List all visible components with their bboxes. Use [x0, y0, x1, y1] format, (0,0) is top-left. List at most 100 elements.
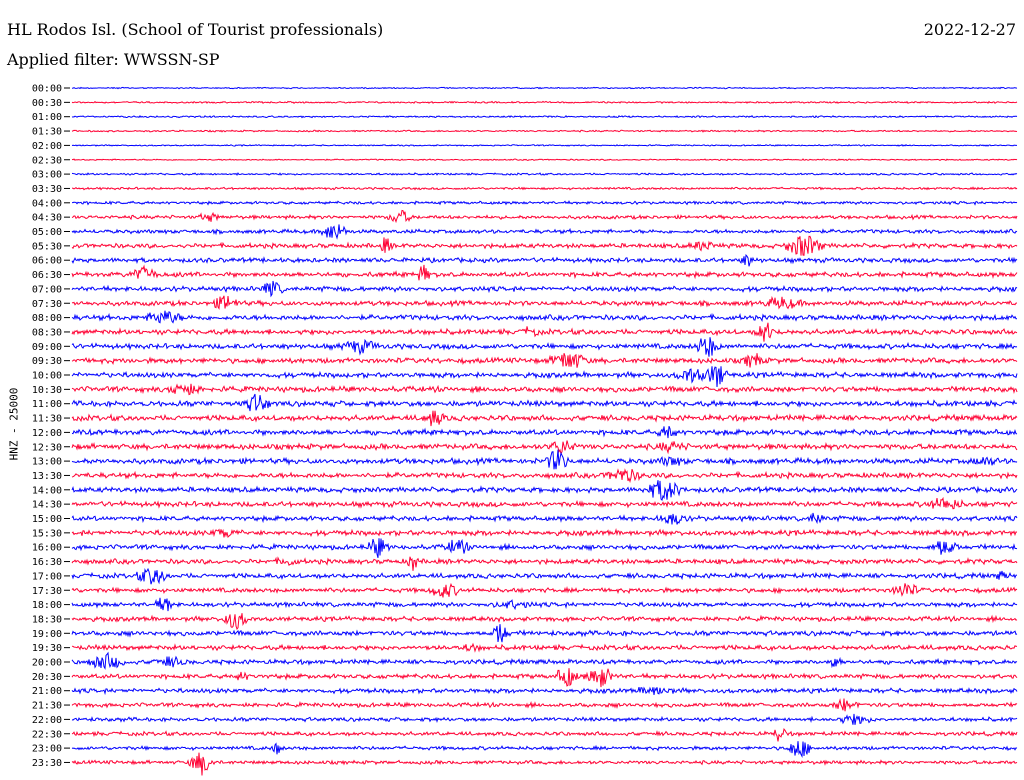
- row-tick-label: 12:00: [32, 428, 62, 439]
- seismic-trace: [71, 353, 1018, 368]
- row-tick-label: 17:00: [32, 571, 62, 582]
- row-tick-label: 19:00: [32, 629, 62, 640]
- row-ticks-group: 00:00 00:30 01:00 01:30 02:00 02:30 03:00 03:30…: [32, 84, 70, 769]
- seismic-trace: [71, 86, 1018, 90]
- row-tick-label: 16:30: [32, 557, 62, 568]
- seismic-trace: [71, 480, 1018, 501]
- row-tick-label: 14:30: [32, 500, 62, 511]
- row-tick-label: 10:00: [32, 371, 62, 382]
- row-tick-label: 15:30: [32, 528, 62, 539]
- seismic-trace: [71, 642, 1018, 653]
- row-tick-label: 16:00: [32, 543, 62, 554]
- row-tick-label: 03:00: [32, 170, 62, 181]
- row-tick-label: 21:00: [32, 686, 62, 697]
- row-tick-label: 00:30: [32, 98, 62, 109]
- row-tick-label: 06:00: [32, 256, 62, 267]
- row-tick-label: 20:30: [32, 672, 62, 683]
- seismic-trace: [71, 186, 1018, 191]
- seismic-trace: [71, 172, 1018, 176]
- record-date: 2022-12-27: [923, 20, 1016, 39]
- seismic-trace: [71, 200, 1018, 206]
- seismic-trace: [71, 713, 1018, 725]
- seismic-trace: [71, 264, 1018, 281]
- station-title: HL Rodos Isl. (School of Tourist profess…: [7, 20, 384, 39]
- seismic-trace: [71, 686, 1018, 696]
- row-tick-label: 09:00: [32, 342, 62, 353]
- row-tick-label: 19:30: [32, 643, 62, 654]
- seismic-trace: [71, 253, 1018, 267]
- row-tick-label: 04:30: [32, 213, 62, 224]
- row-tick-label: 01:00: [32, 112, 62, 123]
- row-tick-label: 11:00: [32, 399, 62, 410]
- seismic-trace: [71, 651, 1018, 670]
- seismic-trace: [71, 556, 1018, 571]
- row-tick-label: 13:00: [32, 457, 62, 468]
- row-tick-label: 17:30: [32, 586, 62, 597]
- seismic-trace: [71, 567, 1018, 585]
- seismic-trace: [71, 235, 1018, 256]
- seismic-trace: [71, 366, 1018, 387]
- row-tick-label: 10:30: [32, 385, 62, 396]
- filter-label: Applied filter: WWSSN-SP: [7, 50, 220, 69]
- seismic-trace: [71, 468, 1018, 484]
- row-tick-label: 18:30: [32, 614, 62, 625]
- seismic-trace: [71, 295, 1018, 310]
- row-tick-label: 15:00: [32, 514, 62, 525]
- row-tick-label: 07:00: [32, 284, 62, 295]
- row-tick-label: 22:30: [32, 729, 62, 740]
- seismic-trace: [71, 698, 1018, 712]
- row-tick-label: 14:00: [32, 485, 62, 496]
- row-tick-label: 21:30: [32, 701, 62, 712]
- row-tick-label: 06:30: [32, 270, 62, 281]
- seismic-trace: [71, 624, 1018, 643]
- seismic-trace: [71, 280, 1018, 298]
- seismic-trace: [71, 383, 1018, 396]
- row-tick-label: 08:00: [32, 313, 62, 324]
- row-tick-label: 05:00: [32, 227, 62, 238]
- row-tick-label: 18:00: [32, 600, 62, 611]
- seismic-trace: [71, 322, 1018, 342]
- seismic-trace: [71, 512, 1018, 525]
- seismic-trace: [71, 527, 1018, 539]
- seismic-trace: [71, 752, 1018, 776]
- seismic-trace: [71, 496, 1018, 510]
- seismic-trace: [71, 129, 1018, 133]
- row-tick-label: 20:00: [32, 658, 62, 669]
- row-tick-label: 23:30: [32, 758, 62, 769]
- seismic-trace: [71, 393, 1018, 412]
- seismic-trace: [71, 100, 1018, 104]
- row-tick-label: 23:00: [32, 744, 62, 755]
- traces-group: [71, 86, 1018, 776]
- seismic-trace: [71, 310, 1018, 324]
- seismic-trace: [71, 440, 1018, 456]
- seismic-trace: [71, 209, 1018, 224]
- row-tick-label: 22:00: [32, 715, 62, 726]
- seismic-trace: [71, 613, 1018, 631]
- seismic-trace: [71, 582, 1018, 598]
- seismic-trace: [71, 728, 1018, 742]
- row-tick-label: 04:00: [32, 198, 62, 209]
- row-tick-label: 13:30: [32, 471, 62, 482]
- row-tick-label: 12:30: [32, 442, 62, 453]
- seismic-trace: [71, 741, 1018, 759]
- row-tick-label: 02:30: [32, 155, 62, 166]
- seismic-trace: [71, 410, 1018, 427]
- seismic-trace: [71, 425, 1018, 439]
- seismic-trace: [71, 597, 1018, 612]
- row-tick-label: 05:30: [32, 241, 62, 252]
- seismic-trace: [71, 449, 1018, 470]
- row-tick-label: 01:30: [32, 127, 62, 138]
- seismic-trace: [71, 224, 1018, 240]
- row-tick-label: 08:30: [32, 327, 62, 338]
- seismic-trace: [71, 337, 1018, 357]
- row-tick-label: 02:00: [32, 141, 62, 152]
- seismic-trace: [71, 668, 1018, 688]
- row-tick-label: 07:30: [32, 299, 62, 310]
- row-tick-label: 11:30: [32, 414, 62, 425]
- row-tick-label: 00:00: [32, 84, 62, 95]
- seismic-trace: [71, 143, 1018, 147]
- row-tick-label: 03:30: [32, 184, 62, 195]
- seismic-trace: [71, 538, 1018, 559]
- seismic-trace: [71, 158, 1018, 162]
